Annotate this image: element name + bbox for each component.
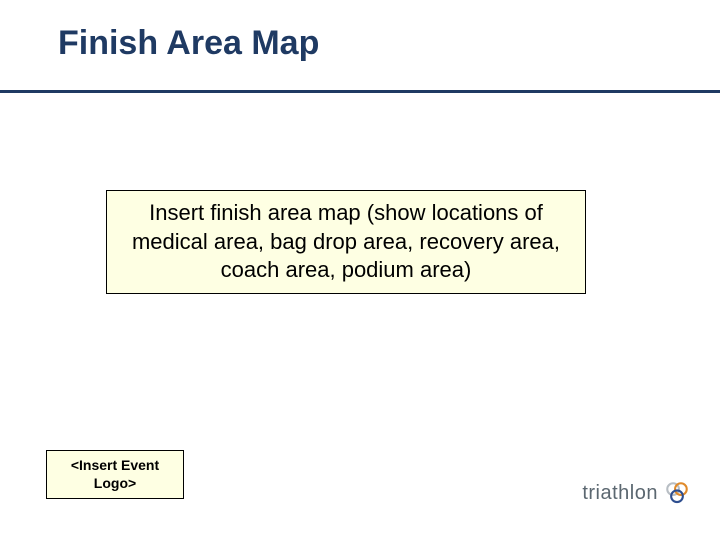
brand-text: triathlon bbox=[582, 482, 658, 505]
content-placeholder: Insert finish area map (show locations o… bbox=[106, 190, 586, 294]
content-placeholder-text: Insert finish area map (show locations o… bbox=[132, 200, 560, 282]
title-rule bbox=[0, 90, 720, 93]
event-logo-placeholder-text: <Insert Event Logo> bbox=[71, 457, 159, 491]
event-logo-placeholder: <Insert Event Logo> bbox=[46, 450, 184, 499]
page-title: Finish Area Map bbox=[58, 24, 319, 63]
slide: Finish Area Map Insert finish area map (… bbox=[0, 0, 720, 540]
brand: triathlon bbox=[582, 480, 690, 506]
triathlon-rings-icon bbox=[664, 480, 690, 506]
